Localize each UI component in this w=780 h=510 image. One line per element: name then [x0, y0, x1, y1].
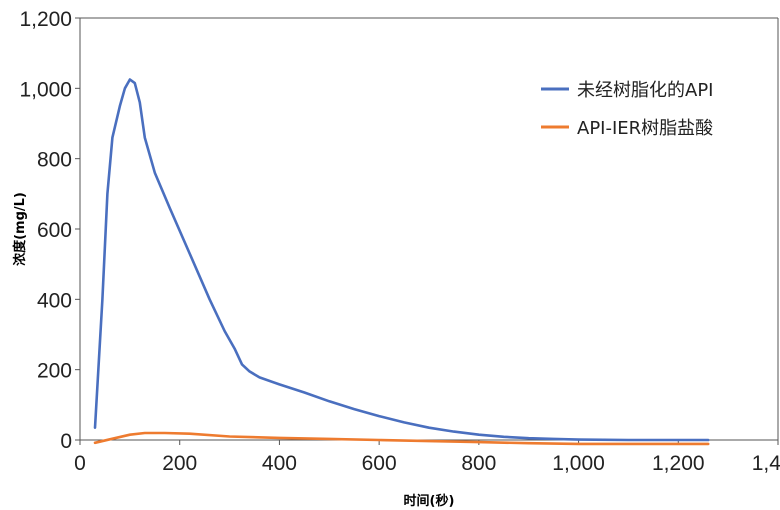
x-tick-label: 600	[362, 452, 397, 475]
y-tick-label: 400	[37, 289, 72, 312]
x-axis-ticks: 0 200 400 600 800 1,000 1,200 1,400	[74, 440, 780, 475]
series-line-1	[93, 78, 710, 442]
y-tick-label: 1,000	[19, 78, 72, 101]
x-tick-label: 200	[162, 452, 197, 475]
x-tick-label: 800	[461, 452, 496, 475]
x-tick-label: 1,000	[552, 452, 605, 475]
series-line-2	[93, 431, 710, 446]
y-axis-ticks: 0 200 400 600 800 1,000 1,200	[19, 8, 80, 453]
legend-label-1: 未经树脂化的API	[577, 80, 713, 101]
series-layer	[93, 78, 710, 446]
x-tick-label: 400	[262, 452, 297, 475]
y-tick-label: 800	[37, 149, 72, 172]
x-tick-label: 0	[74, 452, 86, 475]
x-tick-label: 1,200	[652, 452, 705, 475]
x-tick-label: 1,400	[752, 452, 780, 475]
y-tick-label: 0	[60, 430, 72, 453]
y-tick-label: 200	[37, 360, 72, 383]
legend-label-2: API-IER树脂盐酸	[577, 118, 713, 139]
y-axis-title: 浓度(mg/L)	[12, 192, 28, 266]
y-tick-label: 1,200	[19, 8, 72, 31]
y-tick-label: 600	[37, 219, 72, 242]
legend: 未经树脂化的API API-IER树脂盐酸	[541, 80, 713, 139]
x-axis-title: 时间(秒)	[404, 493, 455, 509]
